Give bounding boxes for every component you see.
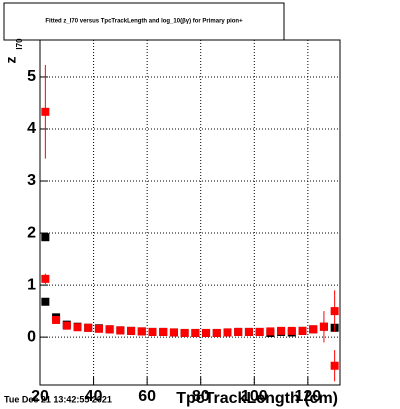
point: [127, 326, 136, 335]
point: [202, 328, 211, 337]
y-tick-label: 0: [27, 328, 36, 345]
point: [330, 307, 339, 316]
point: [277, 326, 286, 335]
x-tick-label: 120: [295, 388, 322, 405]
x-tick-label: 80: [192, 388, 210, 405]
point: [169, 328, 178, 337]
point: [116, 326, 125, 335]
point: [266, 327, 275, 336]
point: [255, 327, 264, 336]
y-tick-label: 2: [27, 224, 36, 241]
timestamp: Tue Dec 21 13:42:55 2021: [4, 394, 112, 404]
point: [41, 274, 50, 283]
x-tick-label: 100: [241, 388, 268, 405]
y-tick-label: 5: [27, 68, 36, 85]
point: [73, 323, 82, 332]
point: [191, 328, 200, 337]
chart-title: Fitted z_I70 versus TpcTrackLength and l…: [45, 19, 243, 25]
point: [180, 328, 189, 337]
point: [52, 315, 61, 324]
y-tick-label: 3: [27, 172, 36, 189]
point: [287, 326, 296, 335]
point: [244, 327, 253, 336]
point: [105, 325, 114, 334]
point: [330, 361, 339, 370]
x-tick-label: 20: [31, 388, 49, 405]
point: [159, 327, 168, 336]
point: [148, 327, 157, 336]
y-axis-label: z: [3, 57, 19, 64]
point: [137, 327, 146, 336]
point: [309, 325, 318, 334]
x-axis-label: TpcTrackLength (cm): [176, 390, 338, 407]
x-tick-label: 60: [138, 388, 156, 405]
title-box: [3, 2, 285, 41]
y-tick-label: 4: [27, 120, 36, 137]
point: [212, 328, 221, 337]
point: [94, 324, 103, 333]
point: [62, 321, 71, 330]
y-axis-label-sub: I70: [15, 38, 24, 50]
point: [223, 328, 232, 337]
y-tick-label: 1: [27, 276, 36, 293]
point: [41, 297, 50, 306]
x-tick-label: 40: [85, 388, 103, 405]
point: [319, 322, 328, 331]
point: [84, 323, 93, 332]
point: [41, 107, 50, 116]
point: [234, 327, 243, 336]
point: [41, 233, 50, 242]
point: [298, 326, 307, 335]
